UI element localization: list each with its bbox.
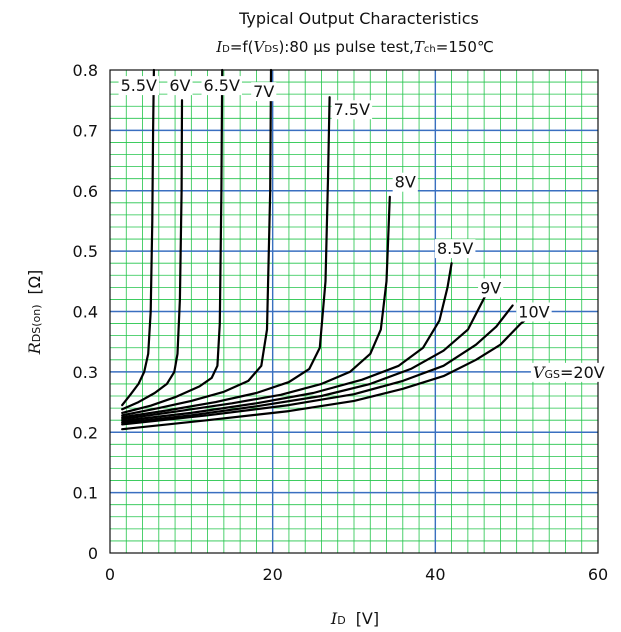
subtitle-vds-sub: DS <box>264 44 278 55</box>
series-label-7.5V: 7.5V <box>331 100 373 120</box>
y-tick-label: 0.3 <box>73 363 98 382</box>
series-line-9V <box>121 292 488 424</box>
series-label-text: 6V <box>169 76 190 95</box>
series-line-8.5V <box>121 262 453 422</box>
series-line-6V <box>121 99 184 411</box>
x-tick-label: 20 <box>262 565 282 584</box>
series-label-bg <box>167 76 193 96</box>
x-tick-label: 60 <box>588 565 608 584</box>
subtitle-id-symbol: I <box>215 38 223 56</box>
series-label-6.5V: 6.5V <box>201 76 242 96</box>
y-tick-label: 0.2 <box>73 423 98 442</box>
series-label-text: 9V <box>480 278 501 297</box>
y-tick-label: 0.6 <box>73 182 98 201</box>
series-line-20V <box>121 315 532 431</box>
series-label-bg <box>478 278 504 298</box>
series-label-9V: 9V <box>478 278 504 298</box>
series-label-bg <box>331 100 373 120</box>
series-label-text: 8.5V <box>437 239 473 258</box>
vgs-value: =20V <box>560 363 605 382</box>
y-axis-unit: [Ω] <box>25 270 44 295</box>
subtitle-tch-sub: ch <box>424 44 436 55</box>
series-line-5.5V <box>121 68 155 407</box>
series-label-text: VGS=20V <box>533 363 605 382</box>
chart-subtitle: ID=f(VDS):80 μs pulse test,Tch=150℃ <box>215 38 494 56</box>
chart-title: Typical Output Characteristics <box>238 9 479 28</box>
series-label-text: 10V <box>518 303 549 322</box>
series-line-7V <box>121 68 273 417</box>
series-label-bg <box>392 172 418 192</box>
y-tick-label: 0.1 <box>73 484 98 503</box>
series-label-20V: VGS=20V <box>530 362 607 382</box>
series-label-7V: 7V <box>251 82 277 102</box>
y-tick-label: 0.4 <box>73 303 98 322</box>
series-label-10V: 10V <box>516 302 552 322</box>
series-line-10V <box>121 304 514 426</box>
subtitle-tch-symbol: T <box>414 38 425 56</box>
curves <box>121 68 532 431</box>
series-label-text: 5.5V <box>121 76 157 95</box>
curve-labels: 5.5V 6V 6.5V 7V 7.5V 8V 8.5V 9V 10V VGS=20V <box>118 76 607 382</box>
tick-labels: 0 20 40 60 0 0.1 0.2 0.3 0.4 0.5 0.6 0.7 0.8 <box>73 61 609 584</box>
subtitle-condition: ):80 μs pulse test, <box>278 38 413 56</box>
x-tick-label: 40 <box>425 565 445 584</box>
subtitle-vds-symbol: V <box>254 38 267 56</box>
plot-frame <box>109 69 599 554</box>
series-label-5.5V: 5.5V <box>118 76 160 96</box>
y-tick-label: 0.5 <box>73 242 98 261</box>
y-tick-label: 0.8 <box>73 61 98 80</box>
y-axis-symbol: R <box>25 342 44 355</box>
series-label-text: 7V <box>253 82 274 101</box>
series-label-bg <box>434 239 476 259</box>
y-tick-label: 0 <box>88 544 98 563</box>
y-tick-label: 0.7 <box>73 121 98 140</box>
subtitle-id-sub: D <box>222 44 230 55</box>
vgs-symbol: V <box>533 363 546 382</box>
series-label-bg <box>251 82 277 102</box>
x-axis-label: ID [V] <box>330 609 379 628</box>
series-label-bg <box>118 76 160 96</box>
x-axis-sub: D <box>337 614 345 627</box>
x-axis-symbol: I <box>330 609 338 628</box>
subtitle-tch-value: =150℃ <box>436 38 494 56</box>
series-label-bg <box>201 76 242 96</box>
series-label-text: 7.5V <box>334 100 370 119</box>
series-line-8V <box>121 195 391 421</box>
series-label-6V: 6V <box>167 76 193 96</box>
series-line-6.5V <box>121 68 224 414</box>
x-tick-label: 0 <box>105 565 115 584</box>
series-label-8V: 8V <box>392 172 418 192</box>
series-label-text: 8V <box>395 173 416 192</box>
series-label-text: 6.5V <box>204 76 240 95</box>
x-axis-unit: [V] <box>356 609 379 628</box>
series-label-8.5V: 8.5V <box>434 239 476 259</box>
subtitle-fn: =f( <box>230 38 254 56</box>
series-label-bg <box>516 302 552 322</box>
vgs-sub: GS <box>544 368 560 381</box>
series-label-bg <box>530 362 607 382</box>
y-axis-label: RDS(on) [Ω] <box>25 270 44 356</box>
series-line-7.5V <box>121 96 331 419</box>
y-axis-sub: DS(on) <box>30 304 43 342</box>
